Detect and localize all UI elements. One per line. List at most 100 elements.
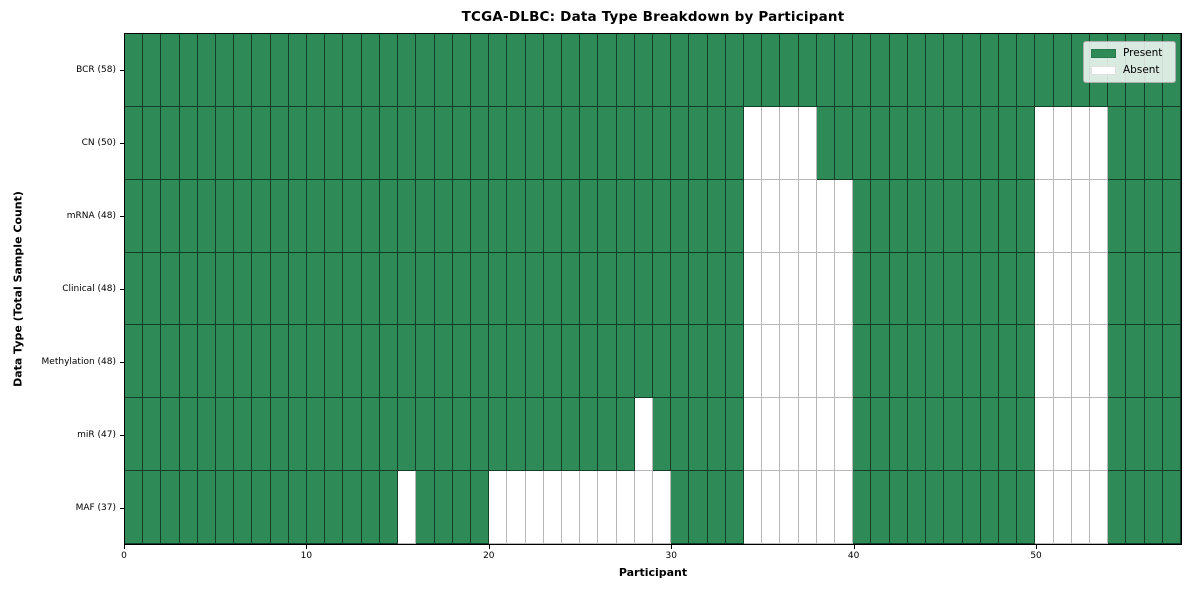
heatmap-cell: [398, 471, 417, 544]
heatmap-cell: [288, 106, 308, 180]
heatmap-cell: [1144, 398, 1163, 472]
heatmap-cell: [361, 179, 380, 253]
heatmap-cell: [762, 252, 781, 326]
heatmap-cell: [962, 471, 981, 544]
heatmap-cell: [470, 106, 490, 180]
heatmap-cell: [1017, 179, 1036, 253]
heatmap-cell: [197, 398, 217, 472]
heatmap-cell: [907, 398, 927, 472]
plot-area: [124, 33, 1182, 545]
heatmap-cell: [998, 325, 1018, 399]
heatmap-cell: [998, 252, 1018, 326]
heatmap-cell: [944, 34, 963, 107]
heatmap-cell: [798, 398, 817, 472]
heatmap-cell: [434, 106, 453, 180]
heatmap-cell: [234, 325, 253, 399]
heatmap-cell: [470, 398, 490, 472]
heatmap-cell: [143, 34, 162, 107]
heatmap-cell: [1035, 179, 1054, 253]
heatmap-cell: [1017, 325, 1036, 399]
heatmap-cell: [197, 471, 217, 544]
heatmap-cell: [325, 179, 344, 253]
heatmap-cell: [634, 34, 653, 107]
heatmap-cell: [762, 471, 781, 544]
x-tick-label: 10: [300, 551, 313, 561]
heatmap-cell: [343, 179, 362, 253]
heatmap-cell: [671, 325, 690, 399]
heatmap-cell: [744, 179, 763, 253]
heatmap-cell: [725, 471, 745, 544]
heatmap-cell: [143, 325, 162, 399]
heatmap-cell: [216, 325, 235, 399]
heatmap-cell: [398, 179, 417, 253]
heatmap-cell: [998, 106, 1018, 180]
heatmap-cell: [161, 471, 180, 544]
heatmap-cell: [507, 325, 526, 399]
heatmap-cell: [361, 34, 380, 107]
heatmap-cell: [288, 34, 308, 107]
heatmap-cell: [234, 106, 253, 180]
heatmap-cell: [580, 106, 599, 180]
heatmap-cell: [725, 106, 745, 180]
heatmap-cell: [197, 106, 217, 180]
heatmap-cell: [926, 34, 945, 107]
heatmap-cell: [525, 471, 544, 544]
heatmap-cell: [179, 398, 198, 472]
heatmap-cell: [525, 325, 544, 399]
heatmap-cell: [179, 34, 198, 107]
heatmap-cell: [926, 398, 945, 472]
heatmap-cell: [671, 179, 690, 253]
y-tick-mark: [120, 142, 124, 144]
heatmap-cell: [780, 325, 799, 399]
heatmap-cell: [1053, 398, 1072, 472]
heatmap-cell: [816, 325, 836, 399]
heatmap-cell: [452, 471, 471, 544]
y-tick-mark: [120, 69, 124, 71]
heatmap-cell: [816, 106, 836, 180]
heatmap-cell: [871, 252, 890, 326]
heatmap-cell: [671, 34, 690, 107]
heatmap-cell: [689, 106, 708, 180]
heatmap-cell: [161, 398, 180, 472]
heatmap-cell: [871, 179, 890, 253]
absent-swatch-icon: [1091, 66, 1116, 75]
heatmap-cell: [489, 34, 508, 107]
heatmap-cell: [561, 34, 581, 107]
heatmap-cell: [853, 179, 872, 253]
heatmap-cell: [980, 179, 999, 253]
present-swatch-icon: [1091, 49, 1116, 58]
heatmap-cell: [816, 398, 836, 472]
heatmap-cell: [762, 398, 781, 472]
heatmap-cell: [652, 252, 672, 326]
heatmap-cell: [707, 471, 726, 544]
heatmap-cell: [853, 106, 872, 180]
heatmap-cell: [798, 325, 817, 399]
heatmap-cell: [1035, 106, 1054, 180]
heatmap-cell: [270, 179, 289, 253]
heatmap-cell: [270, 471, 289, 544]
heatmap-cell: [1053, 471, 1072, 544]
heatmap-cell: [179, 325, 198, 399]
heatmap-cell: [543, 34, 562, 107]
heatmap-cell: [307, 179, 326, 253]
heatmap-cell: [926, 325, 945, 399]
heatmap-cell: [889, 252, 908, 326]
heatmap-cell: [507, 179, 526, 253]
heatmap-cell: [1053, 252, 1072, 326]
heatmap-cell: [270, 325, 289, 399]
heatmap-cell: [161, 34, 180, 107]
heatmap-cell: [416, 106, 435, 180]
heatmap-cell: [871, 325, 890, 399]
heatmap-cell: [962, 398, 981, 472]
heatmap-cell: [634, 398, 653, 472]
heatmap-cell: [744, 471, 763, 544]
heatmap-cell: [780, 106, 799, 180]
heatmap-cell: [780, 179, 799, 253]
heatmap-cell: [416, 325, 435, 399]
heatmap-cell: [980, 398, 999, 472]
heatmap-cell: [798, 106, 817, 180]
heatmap-cell: [525, 398, 544, 472]
heatmap-cell: [398, 34, 417, 107]
heatmap-cell: [525, 252, 544, 326]
heatmap-cell: [434, 34, 453, 107]
